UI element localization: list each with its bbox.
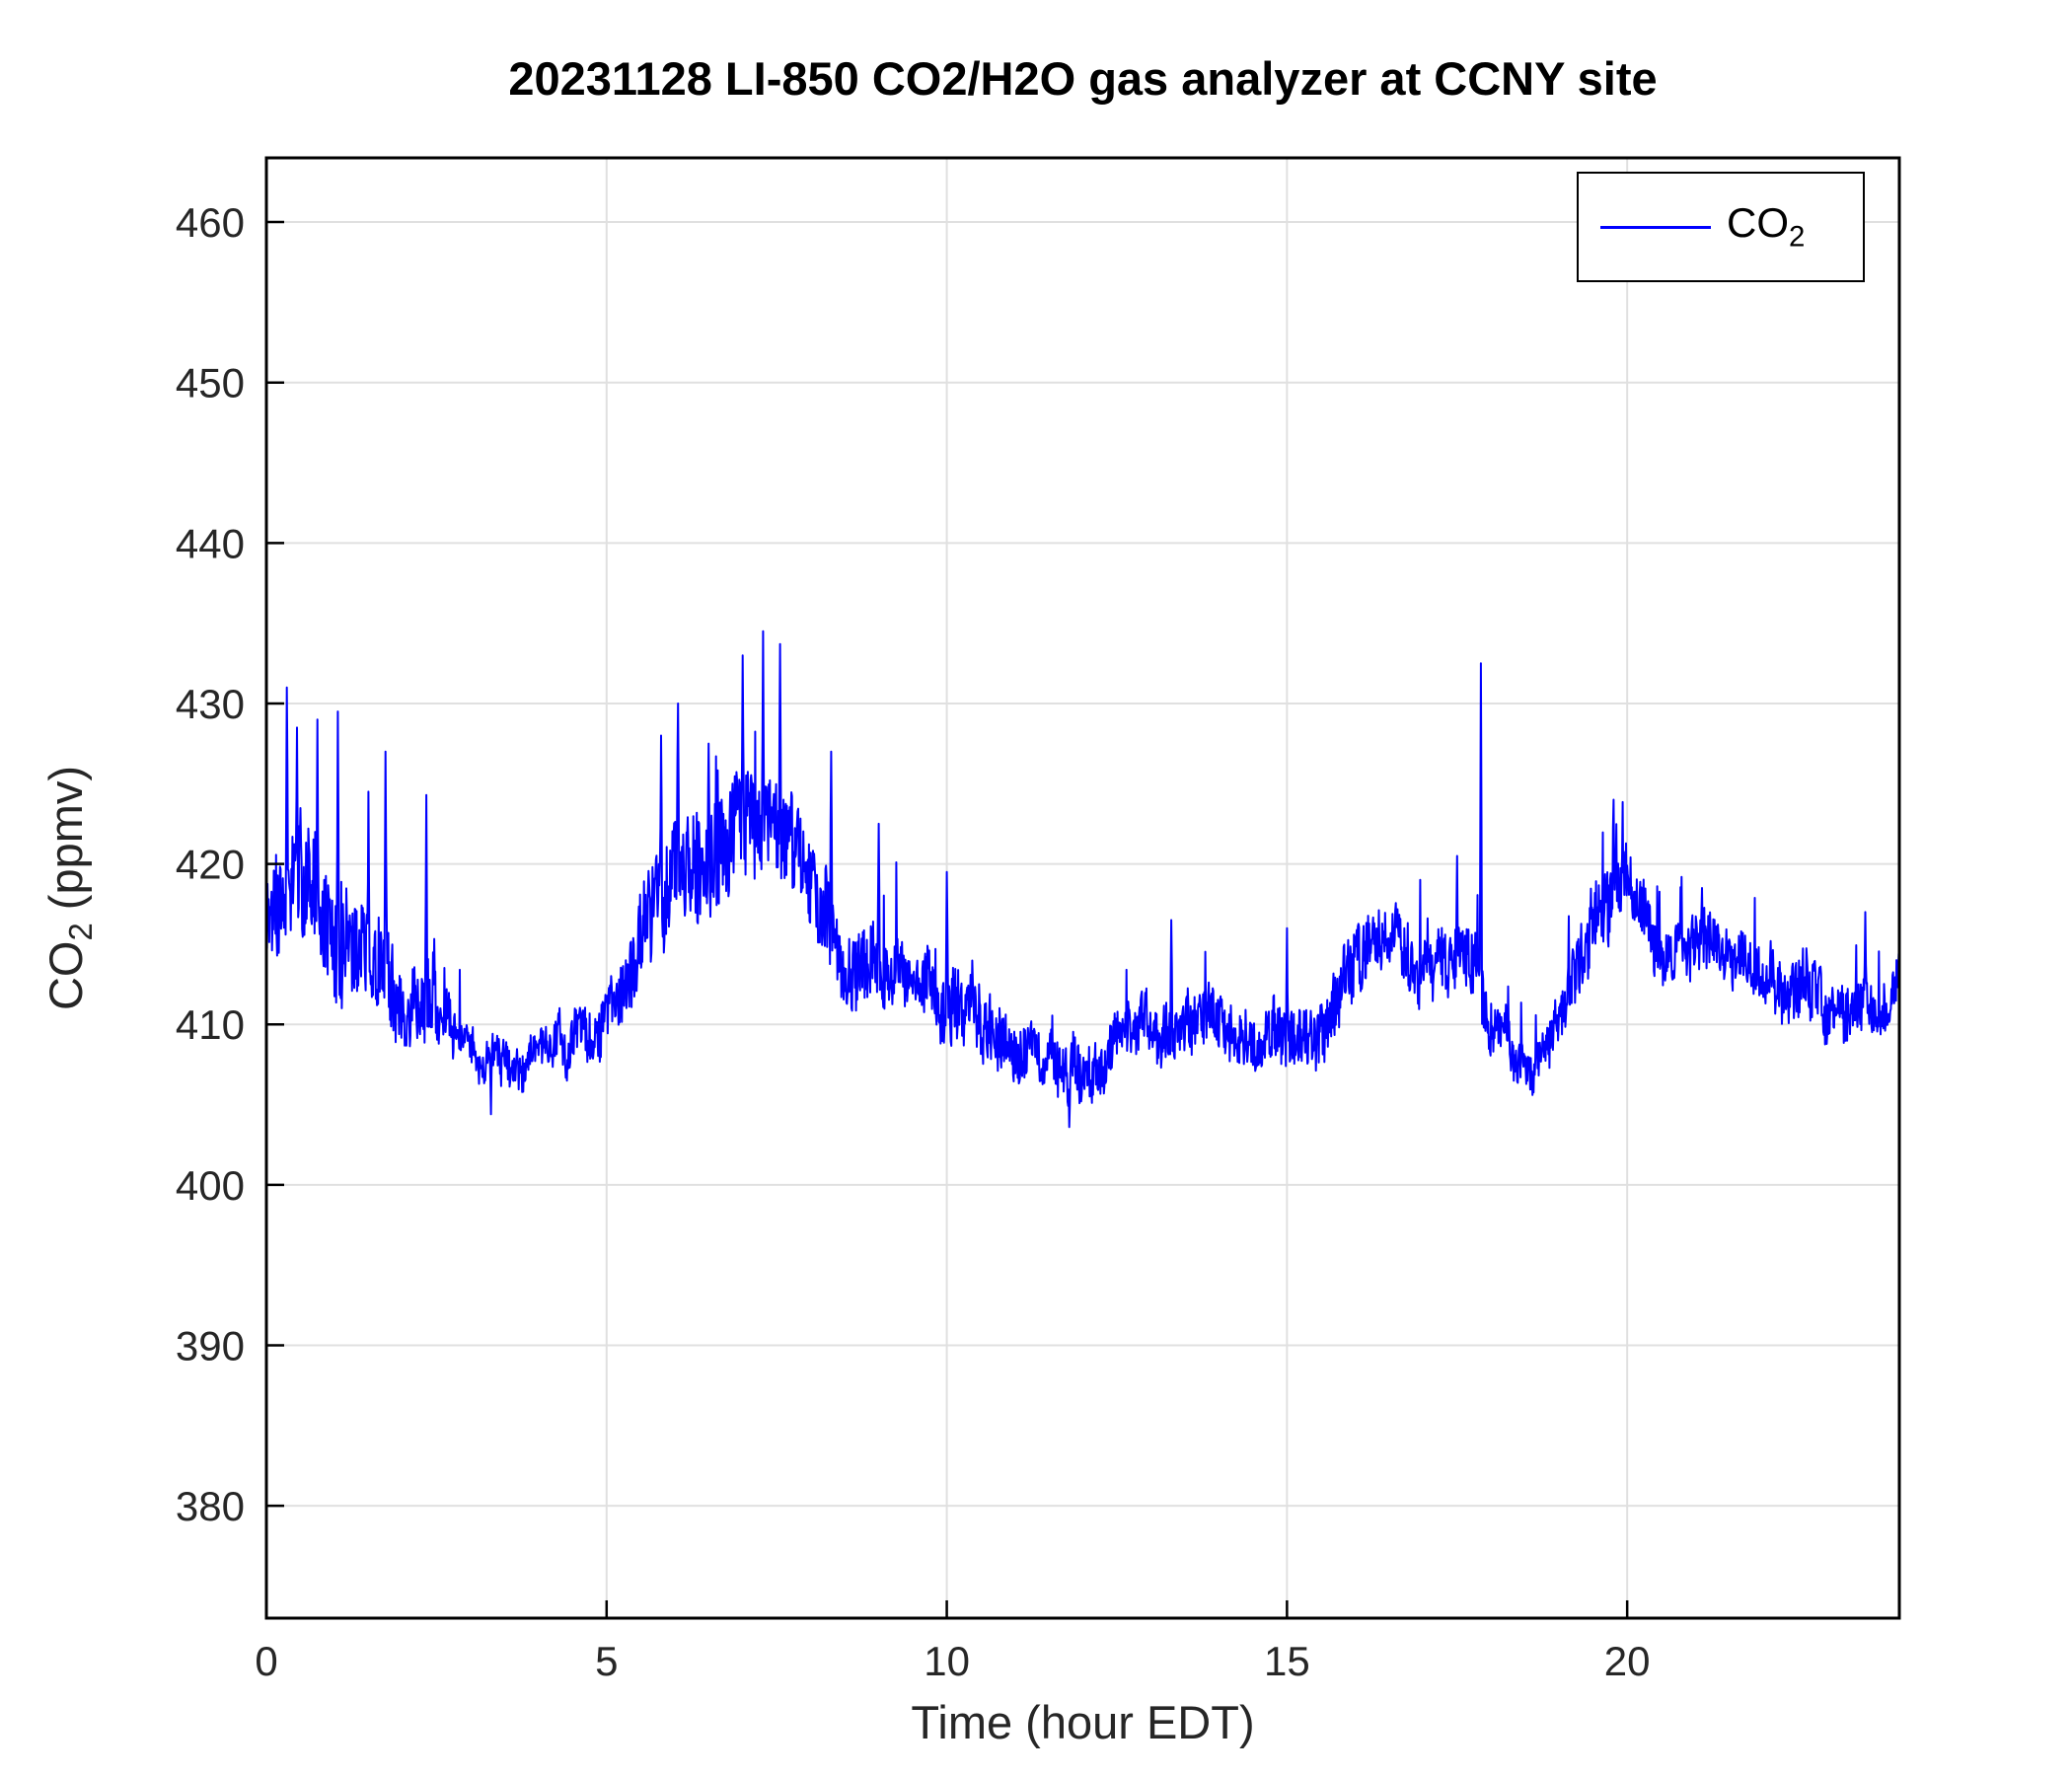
- y-tick-label: 400: [176, 1162, 245, 1209]
- x-tick-label: 20: [1604, 1638, 1651, 1684]
- legend-entry-co2: CO2: [1727, 199, 1805, 254]
- y-axis-label-suffix: (ppmv): [38, 765, 92, 924]
- legend-label-prefix: CO: [1727, 199, 1789, 247]
- y-axis-label-prefix: CO: [38, 940, 92, 1011]
- y-tick-label: 380: [176, 1483, 245, 1529]
- chart-title: 20231128 LI-850 CO2/H2O gas analyzer at …: [508, 52, 1658, 105]
- legend-line-swatch: [1600, 225, 1711, 229]
- y-tick-label: 440: [176, 520, 245, 566]
- tick-labels: 0 5 10 15 20 380 390 400 410 420 430 440 450 460: [176, 199, 1651, 1684]
- y-axis-label: CO2 (ppmv): [38, 766, 100, 1010]
- y-tick-label: 430: [176, 681, 245, 727]
- y-tick-label: 420: [176, 842, 245, 888]
- x-tick-label: 10: [924, 1638, 970, 1684]
- legend-label-sub: 2: [1789, 220, 1806, 254]
- x-tick-label: 0: [255, 1638, 277, 1684]
- x-axis-label: Time (hour EDT): [911, 1696, 1255, 1748]
- co2-series-line: [266, 629, 1899, 1129]
- y-tick-label: 390: [176, 1323, 245, 1369]
- x-tick-label: 5: [595, 1638, 618, 1684]
- y-tick-label: 410: [176, 1001, 245, 1048]
- grid-lines: [265, 158, 1899, 1618]
- legend: CO2: [1577, 172, 1865, 282]
- axes-box: [264, 156, 1901, 1620]
- tick-marks: [264, 220, 1629, 1618]
- y-tick-label: 460: [176, 199, 245, 246]
- x-tick-label: 15: [1264, 1638, 1310, 1684]
- y-axis-label-sub: 2: [62, 923, 100, 941]
- y-tick-label: 450: [176, 360, 245, 407]
